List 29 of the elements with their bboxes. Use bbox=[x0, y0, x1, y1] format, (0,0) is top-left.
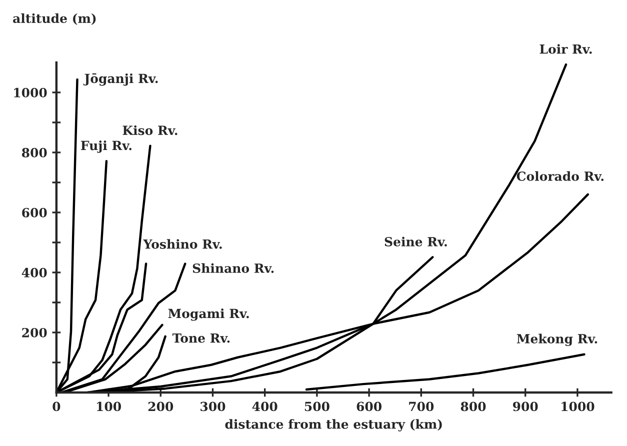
x-tick-label: 600 bbox=[356, 402, 382, 412]
x-tick-label: 1000 bbox=[562, 402, 594, 412]
series-label: Jōganji Rv. bbox=[83, 73, 158, 86]
y-tick-label: 400 bbox=[22, 268, 47, 278]
x-tick-label: 400 bbox=[252, 402, 278, 412]
x-tick-label: 700 bbox=[409, 402, 434, 412]
x-tick-label: 500 bbox=[304, 402, 330, 412]
x-tick-label: 300 bbox=[200, 402, 226, 412]
y-tick-label: 200 bbox=[22, 328, 47, 338]
series-label: Colorado Rv. bbox=[516, 171, 604, 181]
series-label: Loir Rv. bbox=[540, 44, 592, 54]
series-label: Yoshino Rv. bbox=[143, 239, 222, 249]
x-tick-label: 0 bbox=[52, 402, 60, 412]
series-label: Mekong Rv. bbox=[516, 334, 598, 346]
series-label: Seine Rv. bbox=[384, 236, 447, 246]
x-tick-label: 900 bbox=[512, 402, 538, 412]
y-axis-title: altitude (m) bbox=[13, 13, 96, 25]
x-tick-label: 800 bbox=[460, 402, 486, 412]
x-tick-label: 100 bbox=[97, 402, 121, 412]
series-label: Tone Rv. bbox=[172, 333, 230, 343]
x-tick-label: 200 bbox=[148, 402, 174, 412]
y-tick-label: 800 bbox=[22, 148, 47, 158]
series-label: Mogami Rv. bbox=[168, 308, 249, 321]
y-tick-label: 600 bbox=[22, 208, 47, 218]
series-label: Kiso Rv. bbox=[122, 125, 178, 136]
y-tick-label: 1000 bbox=[14, 88, 47, 98]
series-label: Shinano Rv. bbox=[192, 263, 274, 273]
series-label: Fuji Rv. bbox=[80, 140, 132, 153]
x-axis-title: distance from the estuary (km) bbox=[225, 419, 442, 432]
